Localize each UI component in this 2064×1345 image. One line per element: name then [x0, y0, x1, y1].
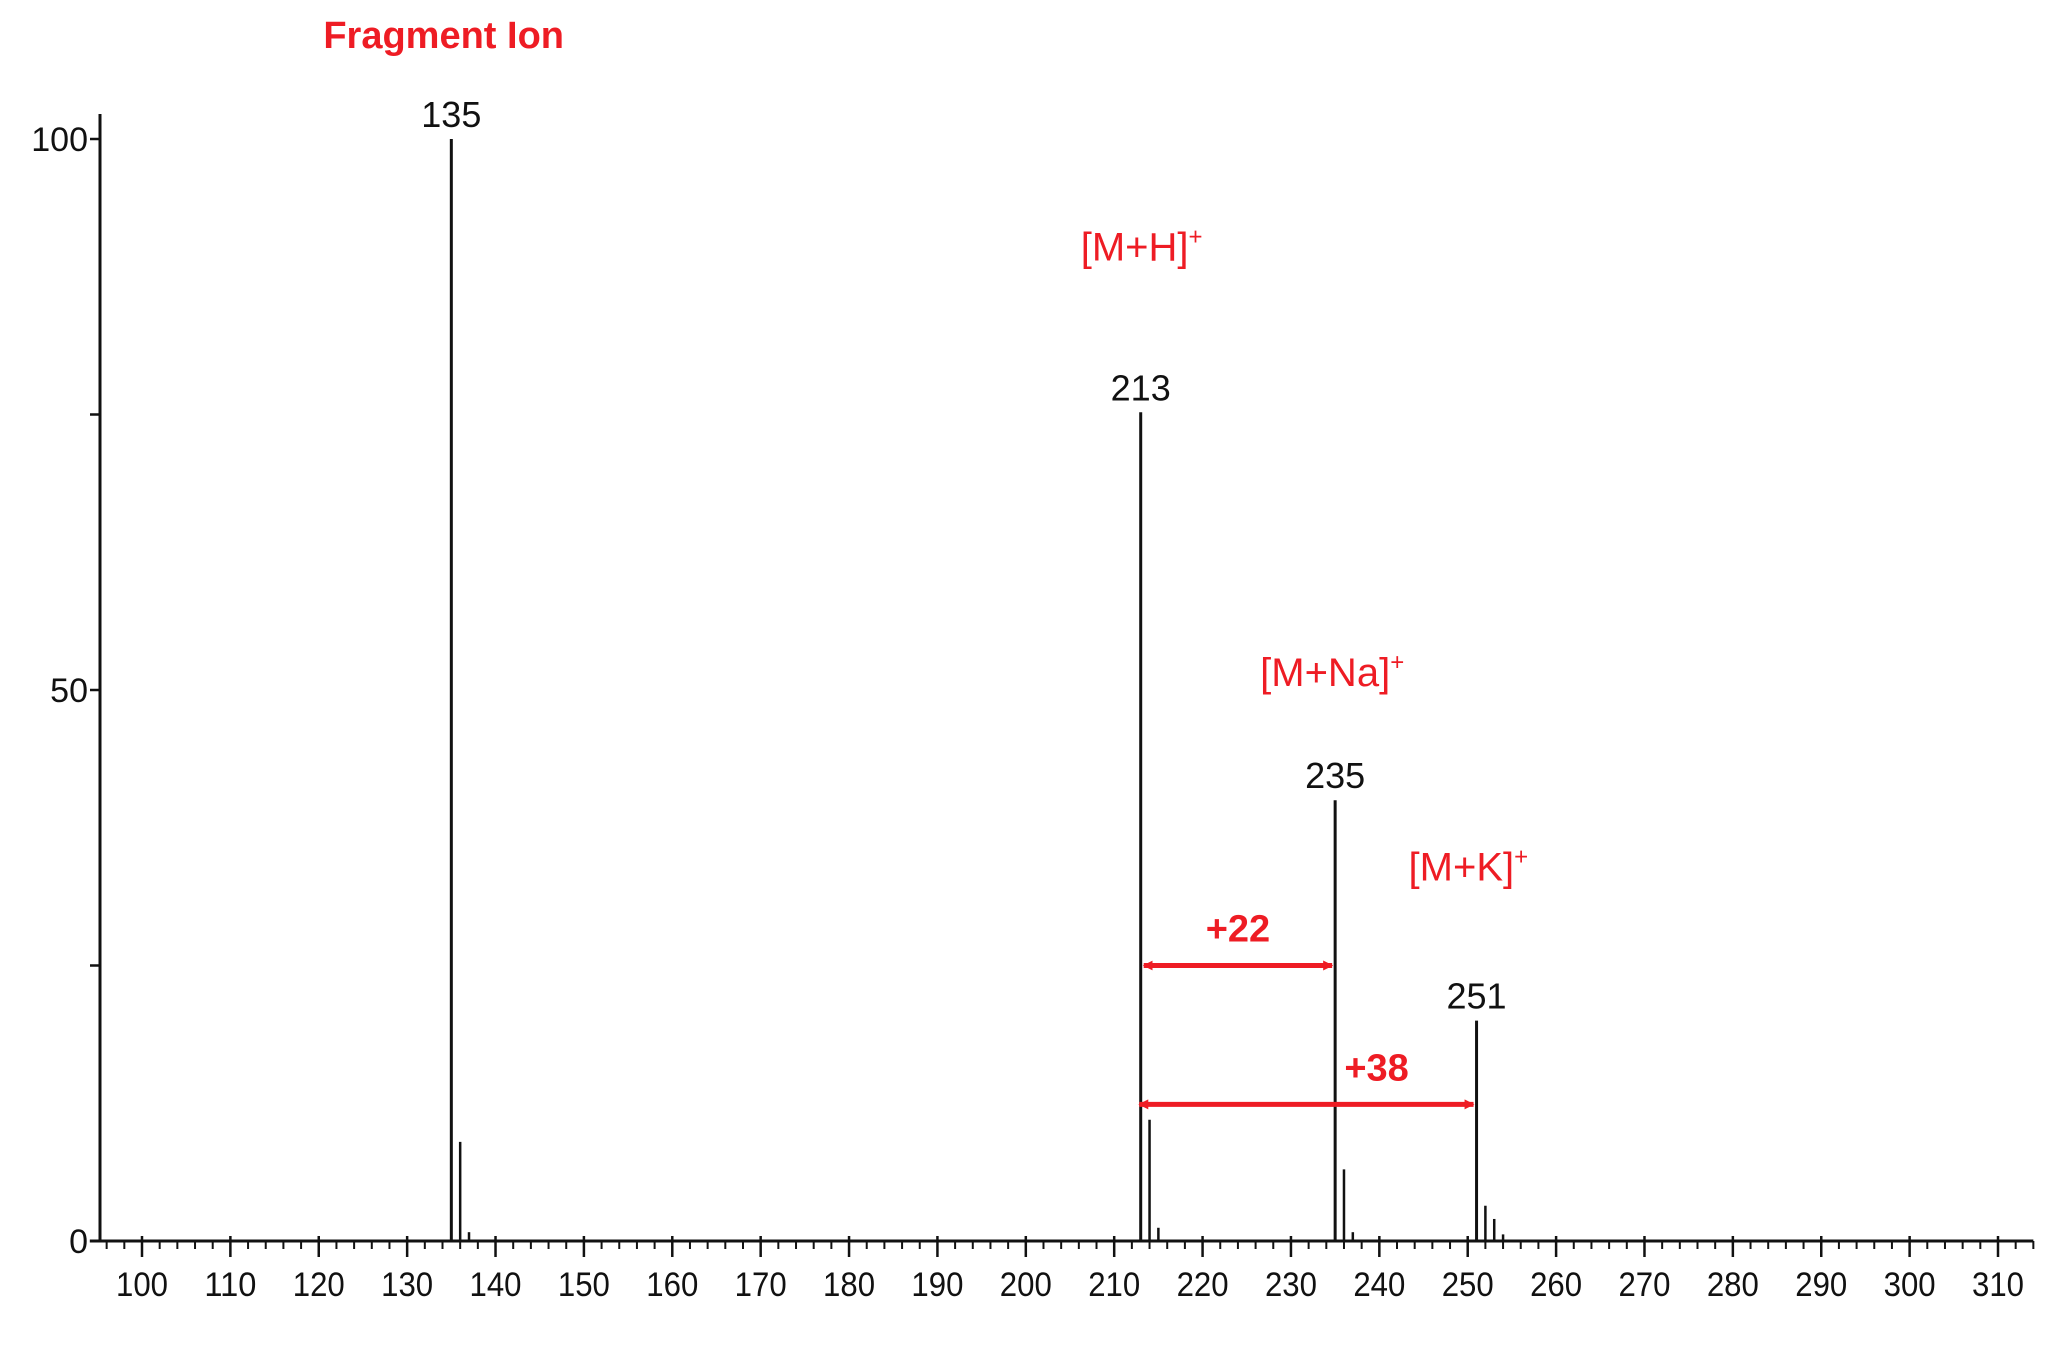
annotation-text: [M+H]: [1081, 225, 1189, 269]
annotations: Fragment Ion[M+H]+[M+Na]+[M+K]++22+38: [323, 15, 1529, 1110]
annotation-label: Fragment Ion: [323, 15, 564, 57]
x-tick-label: 260: [1530, 1266, 1582, 1304]
x-tick-label: 270: [1618, 1266, 1670, 1304]
x-tick-label: 150: [558, 1266, 610, 1304]
mass-difference-label: +22: [1206, 909, 1270, 951]
annotation-label: [M+Na]+: [1260, 649, 1404, 695]
x-tick-label: 160: [646, 1266, 698, 1304]
annotation-superscript: +: [1390, 649, 1404, 676]
x-tick-label: 310: [1972, 1266, 2024, 1304]
mass-difference-label: +38: [1344, 1047, 1408, 1089]
x-tick-label: 240: [1353, 1266, 1405, 1304]
x-tick-label: 280: [1707, 1266, 1759, 1304]
x-tick-label: 170: [735, 1266, 787, 1304]
x-tick-label: 210: [1088, 1266, 1140, 1304]
annotation-superscript: +: [1189, 223, 1203, 250]
x-tick-label: 220: [1177, 1266, 1229, 1304]
y-tick-label: 0: [69, 1223, 88, 1261]
x-tick-label: 190: [911, 1266, 963, 1304]
y-tick-label: 100: [31, 121, 88, 159]
x-tick-label: 300: [1884, 1266, 1936, 1304]
annotation-text: Fragment Ion: [323, 15, 564, 57]
axes: 100 110 120 130 140 150 160 170 180 190 200 210 220 2…: [31, 114, 2035, 1304]
peak-label: 135: [421, 94, 481, 135]
x-tick-label: 200: [1000, 1266, 1052, 1304]
x-tick-label: 100: [116, 1266, 168, 1304]
y-tick-label: 50: [50, 672, 88, 710]
peak-label: 235: [1305, 755, 1365, 796]
peak-label: 251: [1447, 976, 1507, 1017]
x-tick-label: 250: [1442, 1266, 1494, 1304]
peak-label: 213: [1111, 367, 1171, 408]
x-tick-label: 230: [1265, 1266, 1317, 1304]
annotation-superscript: +: [1514, 844, 1528, 871]
annotation-text: [M+Na]: [1260, 651, 1390, 695]
x-tick-label: 290: [1795, 1266, 1847, 1304]
x-tick-label: 130: [381, 1266, 433, 1304]
x-tick-label: 120: [293, 1266, 345, 1304]
annotation-text: [M+K]: [1409, 846, 1515, 890]
x-tick-label: 140: [470, 1266, 522, 1304]
annotation-label: [M+K]+: [1409, 844, 1529, 890]
x-tick-label: 180: [823, 1266, 875, 1304]
x-tick-label: 110: [204, 1266, 256, 1304]
annotation-label: [M+H]+: [1081, 223, 1203, 269]
